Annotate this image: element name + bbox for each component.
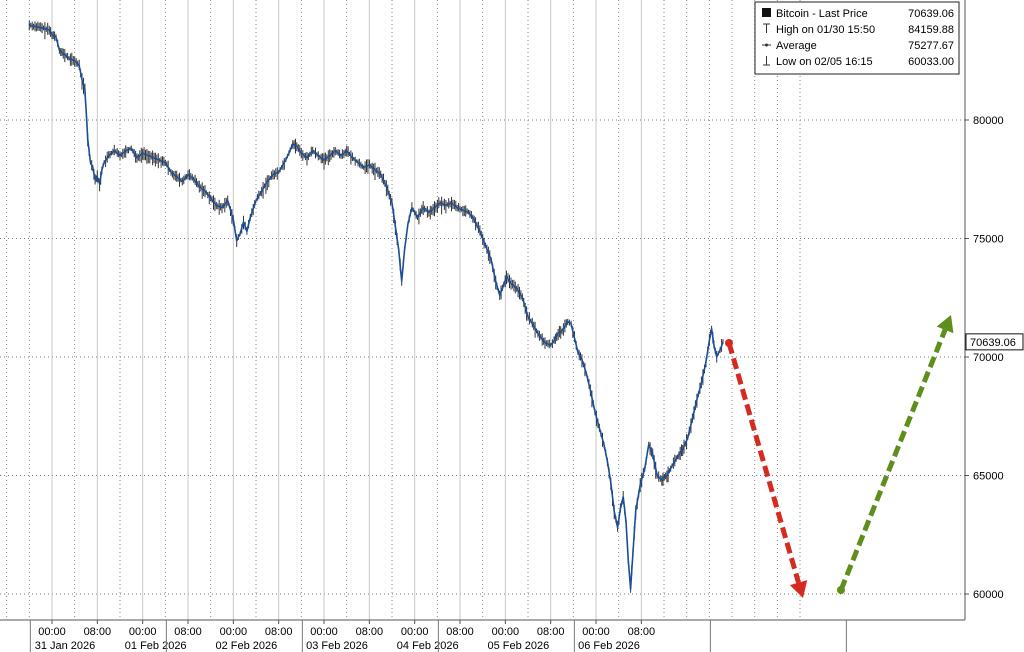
legend-average-dot xyxy=(765,43,768,47)
green-up-arrow-shaft xyxy=(838,328,948,591)
x-tick-time-label: 00:00 xyxy=(129,626,157,638)
x-tick-date-label: 06 Feb 2026 xyxy=(578,640,640,652)
x-tick-time-label: 00:00 xyxy=(401,626,429,638)
legend-value: 70639.06 xyxy=(908,8,954,20)
x-tick-time-label: 08:00 xyxy=(265,626,293,638)
x-tick-time-label: 08:00 xyxy=(628,626,656,638)
x-tick-time-label: 08:00 xyxy=(356,626,384,638)
y-tick-label: 65000 xyxy=(973,471,1004,483)
y-tick-label: 80000 xyxy=(973,115,1004,127)
x-tick-date-label: 31 Jan 2026 xyxy=(35,640,96,652)
x-tick-date-label: 04 Feb 2026 xyxy=(397,640,459,652)
x-tick-date-label: 03 Feb 2026 xyxy=(306,640,368,652)
x-tick-time-label: 00:00 xyxy=(492,626,520,638)
x-tick-time-label: 00:00 xyxy=(582,626,610,638)
x-tick-time-label: 00:00 xyxy=(310,626,338,638)
legend: Bitcoin - Last Price 70639.06 High on 01/3… xyxy=(754,1,960,75)
last-price-label: 70639.06 xyxy=(970,337,1016,349)
legend-label: Low on 02/05 16:15 xyxy=(776,56,873,68)
legend-label: Average xyxy=(776,40,817,52)
legend-value: 60033.00 xyxy=(908,56,954,68)
price-line xyxy=(29,24,724,591)
legend-low-marker xyxy=(763,56,770,66)
green-up-arrow-head xyxy=(936,315,954,334)
x-tick-time-label: 08:00 xyxy=(84,626,112,638)
red-down-arrow-shaft xyxy=(726,342,801,584)
legend-value: 84159.88 xyxy=(908,24,954,36)
price-series xyxy=(28,20,724,593)
green-up-arrow-start-dot xyxy=(837,586,845,594)
legend-label: Bitcoin - Last Price xyxy=(776,8,868,20)
x-tick-date-label: 01 Feb 2026 xyxy=(125,640,187,652)
legend-box xyxy=(754,1,960,75)
x-tick-time-label: 08:00 xyxy=(446,626,474,638)
x-tick-date-label: 05 Feb 2026 xyxy=(487,640,549,652)
legend-high-marker xyxy=(763,23,770,33)
last-price-box xyxy=(965,333,1024,351)
red-down-arrow xyxy=(725,339,808,598)
green-up-arrow xyxy=(837,315,954,594)
x-tick-time-label: 08:00 xyxy=(174,626,202,638)
red-down-arrow-start-dot xyxy=(725,339,733,347)
y-tick-label: 60000 xyxy=(973,589,1004,601)
grid-lines xyxy=(0,0,965,620)
x-tick-date-label: 02 Feb 2026 xyxy=(215,640,277,652)
legend-value: 75277.67 xyxy=(908,40,954,52)
x-tick-time-label: 00:00 xyxy=(220,626,248,638)
red-down-arrow-head xyxy=(789,580,808,598)
legend-label: High on 01/30 15:50 xyxy=(776,24,875,36)
x-tick-time-label: 00:00 xyxy=(38,626,66,638)
legend-last-price-marker xyxy=(762,8,771,17)
x-tick-time-label: 08:00 xyxy=(537,626,565,638)
trend-arrows xyxy=(725,315,954,598)
y-tick-label: 75000 xyxy=(973,234,1004,246)
y-tick-label: 70000 xyxy=(973,352,1004,364)
